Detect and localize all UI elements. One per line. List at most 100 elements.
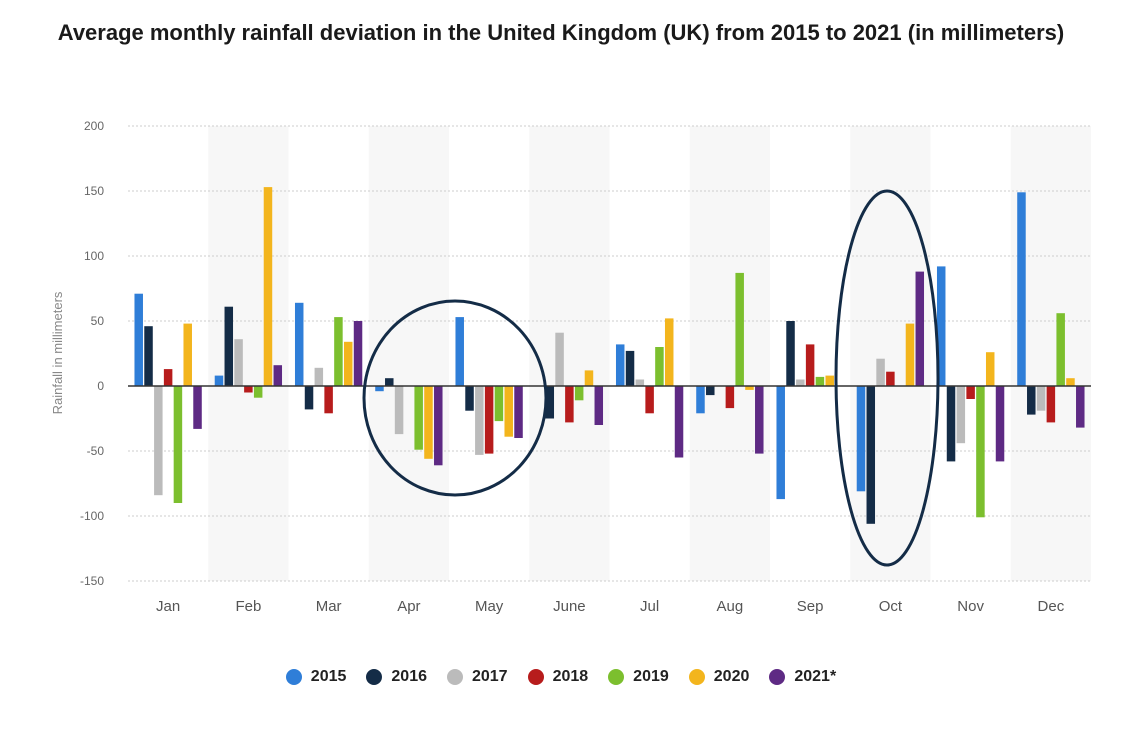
- highlight-ellipse-oct: [834, 189, 940, 567]
- bar-oct-2015: [856, 386, 866, 492]
- legend-swatch: [285, 669, 302, 685]
- bar-apr-2021: [434, 386, 443, 466]
- legend-label: 2016: [391, 668, 427, 685]
- bar-mar-2016: [304, 386, 314, 410]
- bar-sep-2020: [825, 375, 834, 386]
- bar-nov-2021: [995, 386, 1005, 462]
- bar-apr-2016: [385, 378, 394, 386]
- gridlines: [128, 125, 1091, 582]
- bar-nov-2019: [976, 386, 985, 518]
- bar-aug-2015: [696, 386, 705, 414]
- legend-swatch: [446, 669, 463, 685]
- bar-jul-2019: [655, 347, 664, 386]
- legend-item-2017[interactable]: 2017: [446, 668, 508, 686]
- bar-jul-2016: [625, 350, 635, 386]
- y-tick-label: 200: [84, 119, 104, 133]
- x-tick-label: Apr: [397, 598, 420, 615]
- x-tick-label: Sep: [797, 598, 824, 615]
- bar-nov-2015: [936, 266, 946, 386]
- bar-aug-2020: [745, 386, 754, 390]
- bar-mar-2018: [324, 386, 333, 414]
- bar-feb-2017: [234, 339, 243, 386]
- bar-june-2017: [555, 332, 564, 386]
- bar-sep-2018: [805, 344, 815, 386]
- bar-nov-2018: [966, 386, 975, 399]
- bar-jan-2018: [163, 369, 173, 386]
- legend-label: 2018: [552, 668, 589, 685]
- bar-mar-2019: [334, 317, 343, 386]
- y-tick-label: 150: [84, 184, 104, 198]
- bar-jul-2018: [645, 386, 654, 414]
- legend-swatch: [769, 669, 786, 685]
- legend-swatch: [527, 669, 544, 685]
- bar-dec-2017: [1036, 386, 1046, 411]
- bar-feb-2016: [224, 306, 234, 386]
- bar-feb-2018: [244, 386, 253, 393]
- legend-item-2015[interactable]: 2015: [285, 668, 347, 686]
- x-tick-label: Jan: [156, 598, 180, 615]
- x-tick-label: Dec: [1038, 598, 1065, 615]
- legend-item-2016[interactable]: 2016: [366, 668, 427, 686]
- x-tick-label: Nov: [957, 598, 984, 615]
- y-axis-label: Rainfall in millimeters: [50, 291, 65, 414]
- bar-june-2019: [574, 386, 584, 401]
- highlight-annotations: [362, 189, 940, 567]
- bar-may-2018: [484, 386, 494, 454]
- highlight-ellipse-apr-may: [362, 299, 548, 497]
- bar-mar-2017: [314, 367, 324, 386]
- bar-oct-2018: [886, 371, 895, 386]
- legend-item-2021[interactable]: 2021*: [769, 668, 836, 686]
- bar-oct-2016: [866, 386, 876, 524]
- bar-feb-2020: [263, 187, 273, 386]
- bar-oct-2020: [905, 323, 915, 386]
- legend-swatch: [366, 669, 383, 685]
- bar-nov-2016: [946, 386, 956, 462]
- bar-dec-2019: [1056, 313, 1065, 386]
- legend-label: 2017: [471, 668, 508, 685]
- bar-jan-2019: [173, 386, 183, 503]
- x-tick-label: Aug: [717, 598, 744, 615]
- bar-may-2015: [455, 317, 464, 386]
- bar-may-2019: [494, 386, 504, 422]
- bar-dec-2016: [1027, 386, 1036, 415]
- x-tick-label: Mar: [316, 598, 342, 615]
- bar-aug-2019: [735, 272, 744, 386]
- y-axis-ticks: 200 150 100 50 0 -50 -100 -150: [80, 119, 104, 588]
- y-tick-label: -100: [80, 509, 104, 523]
- bar-jan-2016: [144, 326, 153, 386]
- legend-label: 2019: [633, 668, 669, 685]
- bar-sep-2019: [815, 376, 825, 386]
- bar-june-2021: [594, 386, 604, 425]
- legend-swatch: [608, 669, 625, 685]
- bar-may-2021: [514, 386, 523, 438]
- legend-label: 2015: [310, 668, 347, 685]
- x-tick-label: Oct: [879, 598, 903, 615]
- bar-jan-2015: [134, 293, 143, 386]
- bar-aug-2018: [725, 386, 735, 409]
- bar-dec-2021: [1076, 386, 1085, 428]
- bar-sep-2016: [786, 321, 795, 386]
- legend-item-2020[interactable]: 2020: [688, 668, 749, 686]
- bar-apr-2019: [414, 386, 423, 450]
- bar-mar-2021: [353, 321, 363, 386]
- y-tick-label: -150: [80, 574, 104, 588]
- bar-feb-2015: [214, 375, 224, 386]
- x-tick-label: Feb: [235, 598, 261, 615]
- legend-item-2018[interactable]: 2018: [527, 668, 589, 686]
- column-band-june: [529, 126, 610, 581]
- bar-jul-2021: [674, 386, 684, 458]
- y-tick-label: -50: [87, 444, 105, 458]
- column-band-aug: [689, 126, 770, 581]
- legend-item-2019[interactable]: 2019: [608, 668, 669, 686]
- bar-jul-2017: [635, 379, 645, 386]
- x-tick-label: May: [475, 598, 504, 615]
- bar-dec-2018: [1046, 386, 1056, 423]
- chart-title: Average monthly rainfall deviation in th…: [57, 20, 1065, 45]
- x-axis-ticks: Jan Feb Mar Apr May June Jul Aug Sep Oct Nov Dec: [156, 598, 1065, 615]
- bar-sep-2017: [796, 379, 805, 386]
- column-band-feb: [208, 126, 289, 581]
- bar-may-2016: [465, 386, 474, 411]
- bar-feb-2019: [253, 386, 263, 398]
- bar-jan-2020: [183, 323, 192, 386]
